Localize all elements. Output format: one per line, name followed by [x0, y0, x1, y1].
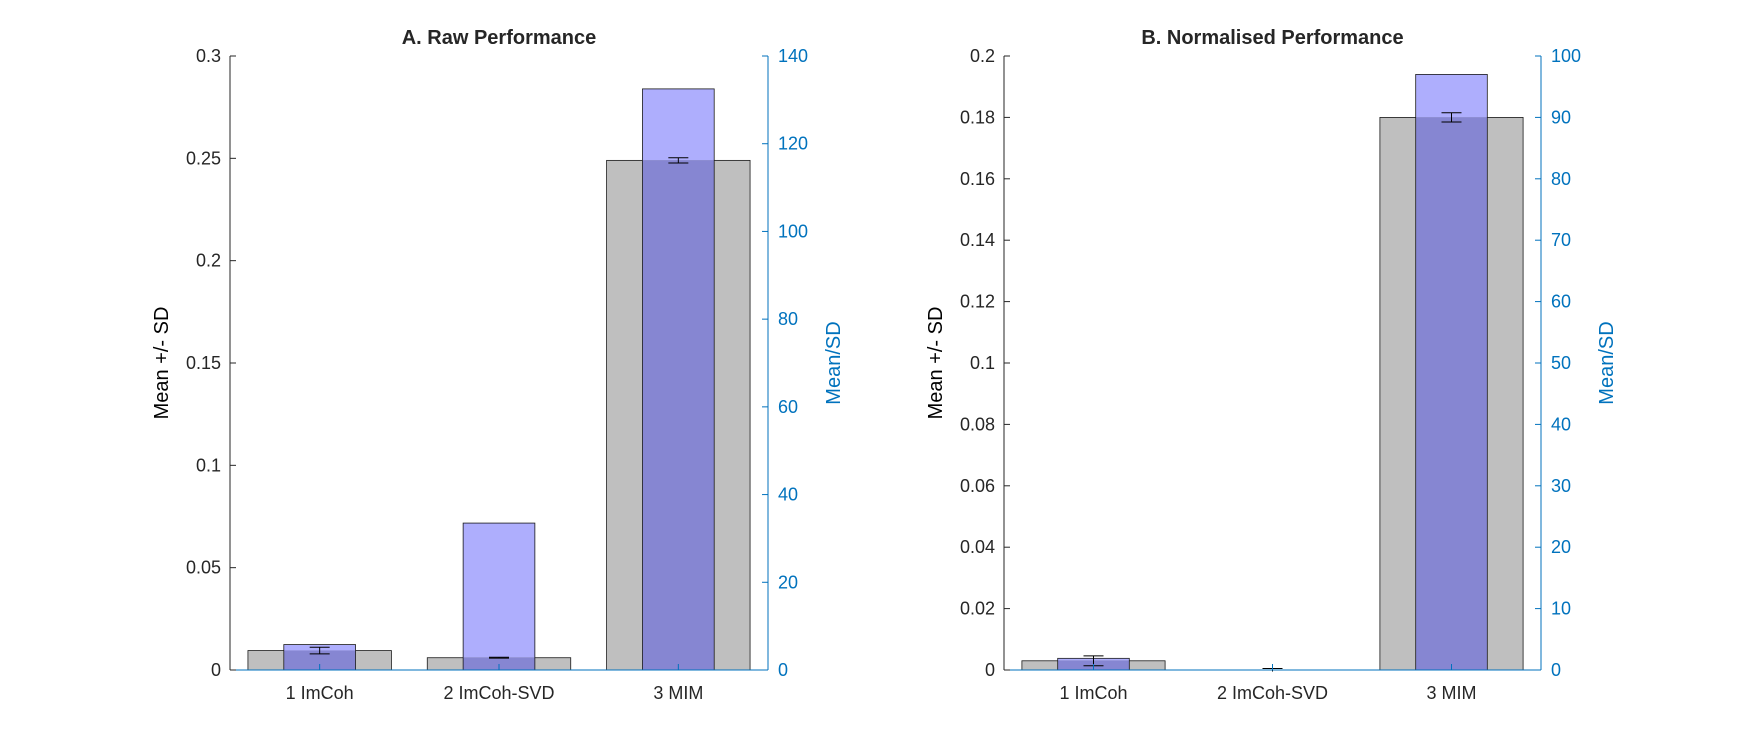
y-tick-right-label: 0 — [778, 660, 788, 680]
y-axis-left-label: Mean +/- SD — [925, 307, 947, 420]
bar-fill-excess — [463, 523, 535, 658]
error-bar-1-imcoh — [309, 646, 330, 655]
y-tick-left-label: 0.02 — [960, 599, 995, 619]
bar-fill-overlap — [283, 650, 356, 670]
y-tick-right-label: 50 — [1551, 353, 1571, 373]
x-tick-label-2-imcoh-svd: 2 ImCoh-SVD — [443, 683, 554, 703]
panel-normalised-performance: B. Normalised Performance 0 0.02 0.04 0.06 0.… — [925, 27, 1618, 703]
y-tick-right-label: 60 — [1551, 292, 1571, 312]
y-tick-right-label: 100 — [778, 221, 808, 241]
x-tick-label-1-imcoh: 1 ImCoh — [1059, 683, 1127, 703]
panel-raw-performance: A. Raw Performance 0 0.05 0.1 0.15 0.2 0.25 0.3… — [151, 27, 845, 703]
y-tick-right-label: 90 — [1551, 107, 1571, 127]
y-axis-right-label: Mean/SD — [823, 321, 845, 404]
x-tick-label-2-imcoh-svd: 2 ImCoh-SVD — [1217, 683, 1328, 703]
y-tick-left-label: 0.25 — [186, 148, 221, 168]
y-axis-left-label: Mean +/- SD — [151, 307, 173, 420]
y-axis-right-label: Mean/SD — [1596, 321, 1618, 404]
y-tick-left-label: 0 — [211, 660, 221, 680]
y-tick-left-label: 0.1 — [196, 455, 221, 475]
y-tick-left-label: 0.16 — [960, 169, 995, 189]
y-tick-right-label: 70 — [1551, 230, 1571, 250]
x-tick-label-3-mim: 3 MIM — [653, 683, 703, 703]
y-tick-right-label: 0 — [1551, 660, 1561, 680]
y-tick-left-label: 0.1 — [970, 353, 995, 373]
y-tick-right-label: 40 — [778, 485, 798, 505]
y-tick-right-label: 80 — [778, 309, 798, 329]
y-tick-left-label: 0.3 — [196, 46, 221, 66]
y-tick-left-label: 0.12 — [960, 292, 995, 312]
y-tick-right-label: 30 — [1551, 476, 1571, 496]
y-tick-left-label: 0.05 — [186, 558, 221, 578]
chart-title: A. Raw Performance — [402, 27, 597, 49]
y-tick-right-label: 60 — [778, 397, 798, 417]
bar-fill-excess — [642, 88, 715, 161]
bar-mean-sd-3-mim — [1415, 74, 1488, 671]
error-bar-3-mim — [668, 157, 689, 164]
bar-fill-overlap — [642, 160, 715, 670]
bar-mean-sd-2-imcoh-svd — [462, 522, 536, 671]
y-tick-left-label: 0.08 — [960, 414, 995, 434]
y-tick-right-label: 10 — [1551, 599, 1571, 619]
y-tick-left-label: 0.2 — [196, 251, 221, 271]
y-tick-left-label: 0 — [985, 660, 995, 680]
bar-mean-sd-3-mim — [642, 88, 715, 671]
y-tick-right-label: 80 — [1551, 169, 1571, 189]
y-tick-right-label: 100 — [1551, 46, 1581, 66]
y-tick-left-label: 0.14 — [960, 230, 995, 250]
y-tick-right-label: 20 — [778, 572, 798, 592]
y-tick-right-label: 40 — [1551, 414, 1571, 434]
y-tick-left-label: 0.2 — [970, 46, 995, 66]
chart-title: B. Normalised Performance — [1141, 27, 1403, 49]
bar-fill-excess — [1415, 74, 1488, 118]
y-tick-right-label: 120 — [778, 134, 808, 154]
y-tick-left-label: 0.18 — [960, 107, 995, 127]
y-tick-left-label: 0.15 — [186, 353, 221, 373]
y-tick-right-label: 140 — [778, 46, 808, 66]
y-tick-right-label: 20 — [1551, 537, 1571, 557]
x-tick-label-3-mim: 3 MIM — [1426, 683, 1476, 703]
bar-fill-overlap — [1415, 117, 1488, 670]
y-tick-left-label: 0.04 — [960, 537, 995, 557]
y-tick-left-label: 0.06 — [960, 476, 995, 496]
error-bar-2-imcoh-svd — [489, 656, 509, 659]
error-bar-3-mim — [1441, 112, 1462, 123]
bar-fill-overlap — [463, 657, 535, 670]
x-tick-label-1-imcoh: 1 ImCoh — [286, 683, 354, 703]
